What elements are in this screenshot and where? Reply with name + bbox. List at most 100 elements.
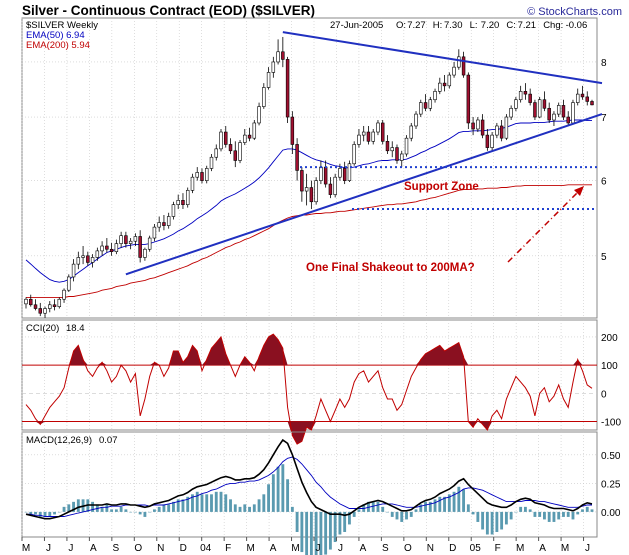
macd-histogram-bar: [438, 496, 442, 512]
candle: [433, 88, 437, 103]
y-tick-label: 8: [601, 58, 607, 69]
x-tick-label: O: [134, 543, 142, 554]
macd-histogram-bar: [62, 506, 66, 512]
y-tick-label: 0.25: [601, 479, 621, 490]
macd-histogram-bar: [176, 499, 180, 512]
candle-body: [347, 163, 352, 181]
cci-layer: [25, 333, 593, 445]
candle-body: [319, 166, 323, 181]
candle: [395, 144, 399, 164]
ohlc-value: 7.30: [444, 20, 463, 31]
y-tick-label: 0.50: [601, 451, 621, 462]
trendline-upper-resistance: [282, 31, 603, 85]
x-tick-label: A: [270, 543, 277, 554]
macd-histogram-bar: [24, 511, 28, 513]
x-tick-label: D: [180, 543, 187, 554]
macd-histogram-bar: [205, 494, 209, 512]
candle-body: [166, 216, 171, 226]
macd-histogram-bar: [509, 511, 513, 520]
candle-body: [262, 87, 266, 107]
candle-body: [471, 122, 475, 130]
candle: [447, 72, 452, 89]
candle-body: [514, 99, 518, 109]
macd-histogram-bar: [252, 504, 256, 512]
macd-histogram-bar: [181, 499, 185, 512]
candle: [86, 251, 90, 266]
price-y-axis: 5 6 7 8: [601, 58, 607, 263]
macd-histogram-bar: [143, 511, 147, 517]
x-tick-label: M: [516, 543, 524, 554]
ohlc-value: -0.06: [566, 20, 588, 31]
x-tick-label: J: [338, 543, 343, 554]
candle-body: [499, 125, 504, 139]
x-tick-label: A: [90, 543, 97, 554]
macd-histogram-bar: [267, 484, 270, 512]
candle: [371, 128, 375, 145]
candle: [547, 102, 551, 123]
candle: [404, 135, 409, 157]
macd-histogram-bar: [481, 511, 485, 530]
candle-body: [147, 237, 152, 250]
candle-body: [576, 93, 580, 103]
x-tick-label: O: [404, 543, 412, 554]
candle-body: [252, 122, 257, 139]
ema200-layer: [26, 184, 592, 298]
candle-body: [295, 144, 299, 171]
y-tick-label: -100: [601, 418, 621, 429]
ohlc-value: 7.20: [481, 20, 500, 31]
cci-oversold-fill: [26, 421, 592, 445]
candle-body: [162, 222, 166, 226]
x-tick-label: M: [561, 543, 569, 554]
candle-body: [366, 131, 371, 142]
candle: [81, 246, 85, 265]
candle-body: [290, 116, 295, 145]
candle-body: [490, 134, 494, 148]
candle: [195, 167, 199, 181]
candle: [580, 85, 585, 100]
macd-histogram-bar: [290, 506, 294, 512]
candle: [71, 259, 76, 282]
macd-y-axis: 0.00 0.25 0.50: [601, 451, 621, 519]
candle: [409, 122, 413, 142]
candle-body: [266, 72, 271, 88]
candle: [147, 235, 152, 252]
shakeout-label: One Final Shakeout to 200MA?: [306, 262, 475, 274]
candle: [423, 94, 428, 112]
macd-histogram-bar: [67, 504, 71, 512]
candle-body: [100, 245, 104, 252]
candle-body: [523, 91, 528, 95]
macd-histogram-bar: [566, 511, 570, 517]
candle: [314, 177, 318, 205]
x-tick-label: M: [22, 543, 30, 554]
candle: [576, 88, 580, 106]
macd-histogram-bar: [381, 506, 385, 512]
candle: [466, 72, 471, 129]
candle: [542, 91, 547, 112]
candle-body: [90, 257, 95, 263]
candle: [57, 297, 62, 309]
candle: [561, 99, 566, 120]
y-tick-label: 100: [601, 361, 618, 372]
candles-layer: [24, 36, 594, 318]
trendline-lower-support: [125, 113, 603, 276]
candle-body: [276, 51, 280, 63]
cci-line: [25, 333, 593, 445]
macd-histogram-bar: [576, 511, 580, 515]
candle-body: [433, 91, 437, 101]
support-zone-layer: [300, 166, 597, 211]
candle: [185, 187, 190, 208]
candle: [266, 67, 271, 90]
candle: [342, 161, 347, 185]
macd-histogram-bar: [519, 506, 523, 512]
candle-body: [195, 172, 199, 178]
macd-histogram-bar: [585, 506, 589, 512]
candle: [566, 111, 570, 126]
candle-body: [304, 187, 309, 192]
macd-histogram-bar: [38, 511, 42, 517]
candle-body: [81, 255, 85, 258]
candle-body: [423, 102, 428, 109]
macd-histogram-bar: [462, 489, 466, 512]
macd-label: MACD(12,26,9): [26, 435, 92, 446]
cci-label: CCI(20): [26, 323, 59, 334]
